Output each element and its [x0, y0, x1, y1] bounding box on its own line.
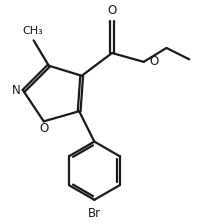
- Text: N: N: [12, 84, 21, 97]
- Text: Br: Br: [88, 207, 101, 220]
- Text: CH₃: CH₃: [22, 26, 43, 36]
- Text: O: O: [39, 122, 48, 135]
- Text: O: O: [149, 55, 159, 68]
- Text: O: O: [107, 4, 117, 17]
